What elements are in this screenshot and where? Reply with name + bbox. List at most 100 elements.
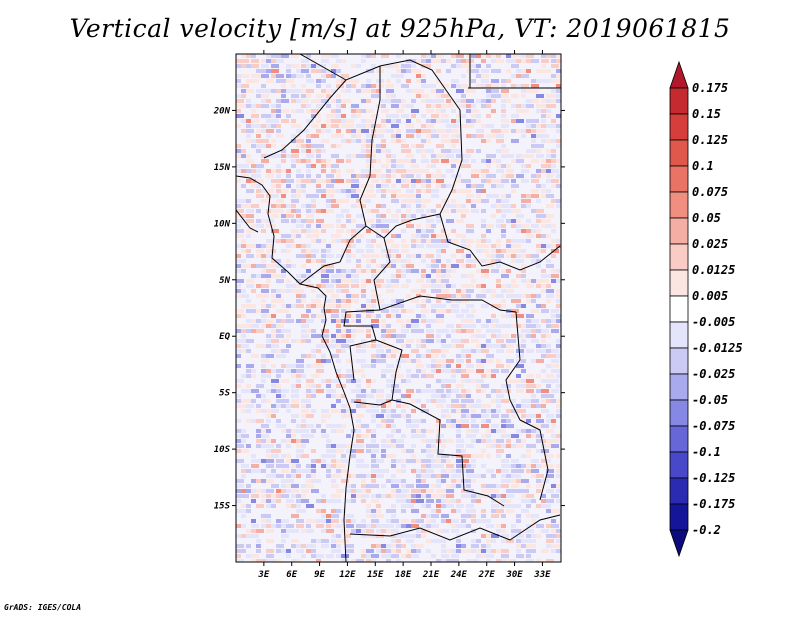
field-cell [281, 89, 289, 93]
field-cell [336, 524, 344, 528]
field-cell [281, 204, 286, 208]
field-cell [396, 539, 401, 543]
field-cell [531, 259, 539, 263]
field-cell [251, 109, 256, 113]
field-cell [436, 274, 444, 278]
field-cell [361, 389, 366, 393]
field-cell [481, 169, 489, 173]
field-cell [381, 324, 386, 328]
field-cell [271, 414, 276, 418]
field-cell [386, 99, 394, 103]
field-cell [281, 489, 289, 493]
field-cell [346, 499, 354, 503]
field-cell [326, 264, 334, 268]
field-cell [481, 179, 489, 183]
field-cell [491, 494, 496, 498]
field-cell [276, 369, 284, 373]
field-cell [546, 174, 554, 178]
field-cell [501, 79, 509, 83]
field-cell [456, 59, 461, 63]
field-cell [481, 494, 489, 498]
field-cell [401, 334, 406, 338]
field-cell [496, 134, 504, 138]
field-cell [481, 509, 486, 513]
field-cell [241, 339, 249, 343]
field-cell [306, 179, 314, 183]
field-cell [236, 379, 244, 383]
field-cell [236, 349, 241, 353]
field-cell [466, 254, 471, 258]
field-cell [281, 94, 286, 98]
field-cell [446, 124, 454, 128]
field-cell [456, 544, 464, 548]
field-cell [421, 309, 429, 313]
field-cell [411, 544, 416, 548]
field-cell [276, 259, 281, 263]
field-cell [401, 99, 406, 103]
field-cell [371, 389, 379, 393]
field-cell [271, 384, 276, 388]
field-cell [446, 99, 454, 103]
field-cell [261, 369, 266, 373]
field-cell [501, 554, 509, 558]
field-cell [401, 459, 409, 463]
field-cell [431, 104, 439, 108]
field-cell [441, 154, 449, 158]
field-cell [511, 219, 516, 223]
field-cell [251, 464, 259, 468]
field-cell [526, 204, 531, 208]
field-cell [536, 234, 541, 238]
field-cell [291, 244, 296, 248]
field-cell [441, 454, 449, 458]
field-cell [431, 449, 439, 453]
field-cell [486, 319, 494, 323]
field-cell [511, 459, 519, 463]
field-cell [546, 194, 554, 198]
field-cell [546, 504, 551, 508]
field-cell [261, 229, 266, 233]
field-cell [361, 279, 369, 283]
field-cell [516, 514, 521, 518]
field-cell [286, 484, 294, 488]
field-cell [376, 474, 384, 478]
field-cell [371, 324, 379, 328]
field-cell [366, 239, 371, 243]
field-cell [501, 119, 509, 123]
field-cell [556, 69, 561, 73]
field-cell [381, 184, 389, 188]
field-cell [296, 469, 301, 473]
field-cell [251, 244, 259, 248]
field-cell [326, 454, 331, 458]
field-cell [296, 429, 304, 433]
field-cell [241, 54, 246, 58]
field-cell [326, 114, 334, 118]
field-cell [246, 399, 254, 403]
field-cell [241, 514, 246, 518]
field-cell [391, 479, 399, 483]
field-cell [526, 89, 534, 93]
field-cell [321, 544, 329, 548]
field-cell [281, 484, 289, 488]
field-cell [466, 109, 471, 113]
field-cell [496, 149, 504, 153]
field-cell [456, 104, 464, 108]
field-cell [236, 64, 244, 68]
field-cell [536, 264, 541, 268]
field-cell [516, 379, 524, 383]
field-cell [391, 459, 399, 463]
field-cell [281, 189, 289, 193]
field-cell [366, 139, 374, 143]
field-cell [381, 264, 389, 268]
field-cell [511, 254, 519, 258]
field-cell [396, 134, 401, 138]
field-cell [471, 514, 476, 518]
field-cell [446, 294, 451, 298]
field-cell [251, 114, 259, 118]
field-cell [346, 474, 354, 478]
field-cell [506, 509, 514, 513]
field-cell [471, 69, 479, 73]
field-cell [301, 249, 309, 253]
field-cell [501, 179, 509, 183]
field-cell [256, 439, 264, 443]
field-cell [541, 334, 549, 338]
